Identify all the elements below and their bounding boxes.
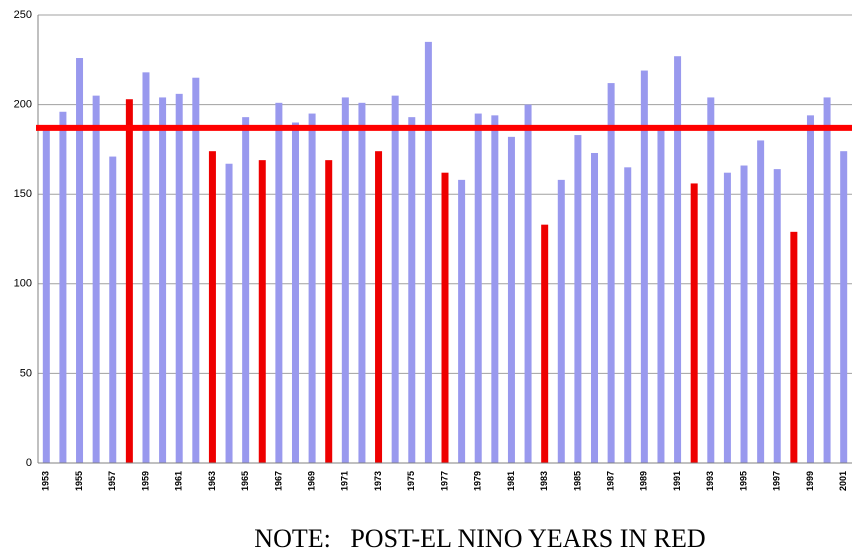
y-tick-label: 100 — [14, 278, 32, 290]
bar — [441, 172, 449, 464]
bar — [823, 97, 831, 463]
bar — [391, 95, 399, 463]
bar — [291, 122, 299, 464]
bar — [308, 113, 316, 463]
bar — [591, 152, 599, 463]
bar — [59, 111, 67, 463]
bar — [773, 169, 781, 463]
bar — [258, 160, 266, 464]
bar — [358, 102, 366, 464]
x-tick-label: 1977 — [439, 471, 449, 491]
bar — [657, 126, 665, 463]
bar — [574, 135, 582, 463]
bar — [325, 160, 333, 464]
bar — [474, 113, 482, 463]
bar — [341, 97, 349, 463]
bar — [408, 117, 416, 464]
x-tick-label: 1985 — [572, 471, 582, 491]
x-tick-label: 1965 — [240, 471, 250, 491]
bar — [507, 136, 515, 463]
x-tick-label: 1973 — [373, 471, 383, 491]
bar — [557, 179, 565, 463]
bar — [275, 102, 283, 464]
bar — [707, 97, 715, 463]
x-tick-label: 2001 — [838, 471, 848, 491]
x-tick-label: 1969 — [306, 471, 316, 491]
x-tick-label: 1953 — [41, 471, 51, 491]
bar — [92, 95, 100, 463]
x-tick-label: 1983 — [539, 471, 549, 491]
bar — [375, 151, 383, 463]
bar — [806, 115, 814, 464]
bar — [142, 72, 150, 464]
bar — [840, 151, 848, 463]
x-tick-label: 1997 — [772, 471, 782, 491]
bar — [76, 58, 84, 464]
bar — [109, 156, 117, 463]
bar — [159, 97, 167, 463]
bar — [541, 224, 549, 463]
x-tick-label: 1991 — [672, 471, 682, 491]
bar — [524, 104, 532, 463]
bar — [424, 41, 432, 463]
bar — [192, 77, 200, 463]
bar — [242, 117, 250, 464]
x-tick-label: 1995 — [738, 471, 748, 491]
x-tick-label: 1961 — [174, 471, 184, 491]
bar — [458, 179, 466, 463]
note: NOTE: POST-EL NINO YEARS IN RED — [254, 524, 705, 553]
y-tick-label: 50 — [20, 367, 32, 379]
x-tick-label: 1979 — [473, 471, 483, 491]
x-tick-label: 1975 — [406, 471, 416, 491]
bar — [624, 167, 632, 463]
x-tick-label: 1955 — [74, 471, 84, 491]
x-tick-label: 1957 — [107, 471, 117, 491]
x-tick-label: 1981 — [506, 471, 516, 491]
x-tick-label: 1963 — [207, 471, 217, 491]
x-tick-label: 1993 — [705, 471, 715, 491]
y-tick-label: 0 — [26, 457, 32, 469]
bar — [225, 163, 233, 463]
x-tick-label: 1999 — [805, 471, 815, 491]
y-tick-label: 250 — [14, 9, 32, 21]
bar — [491, 115, 499, 464]
x-tick-label: 1987 — [605, 471, 615, 491]
bar — [640, 70, 648, 463]
bar — [723, 172, 731, 464]
y-tick-label: 150 — [14, 188, 32, 200]
x-tick-label: 1989 — [639, 471, 649, 491]
bar — [757, 140, 765, 463]
bar — [125, 99, 133, 463]
bar — [42, 127, 50, 464]
x-tick-label: 1959 — [140, 471, 150, 491]
bar — [607, 83, 615, 463]
bar — [208, 151, 216, 463]
bar — [740, 165, 748, 463]
x-tick-label: 1967 — [273, 471, 283, 491]
x-tick-label: 1971 — [340, 471, 350, 491]
bar — [674, 56, 682, 463]
y-tick-label: 200 — [14, 99, 32, 111]
bar — [690, 183, 698, 463]
bar — [175, 93, 183, 464]
bar — [790, 231, 798, 463]
